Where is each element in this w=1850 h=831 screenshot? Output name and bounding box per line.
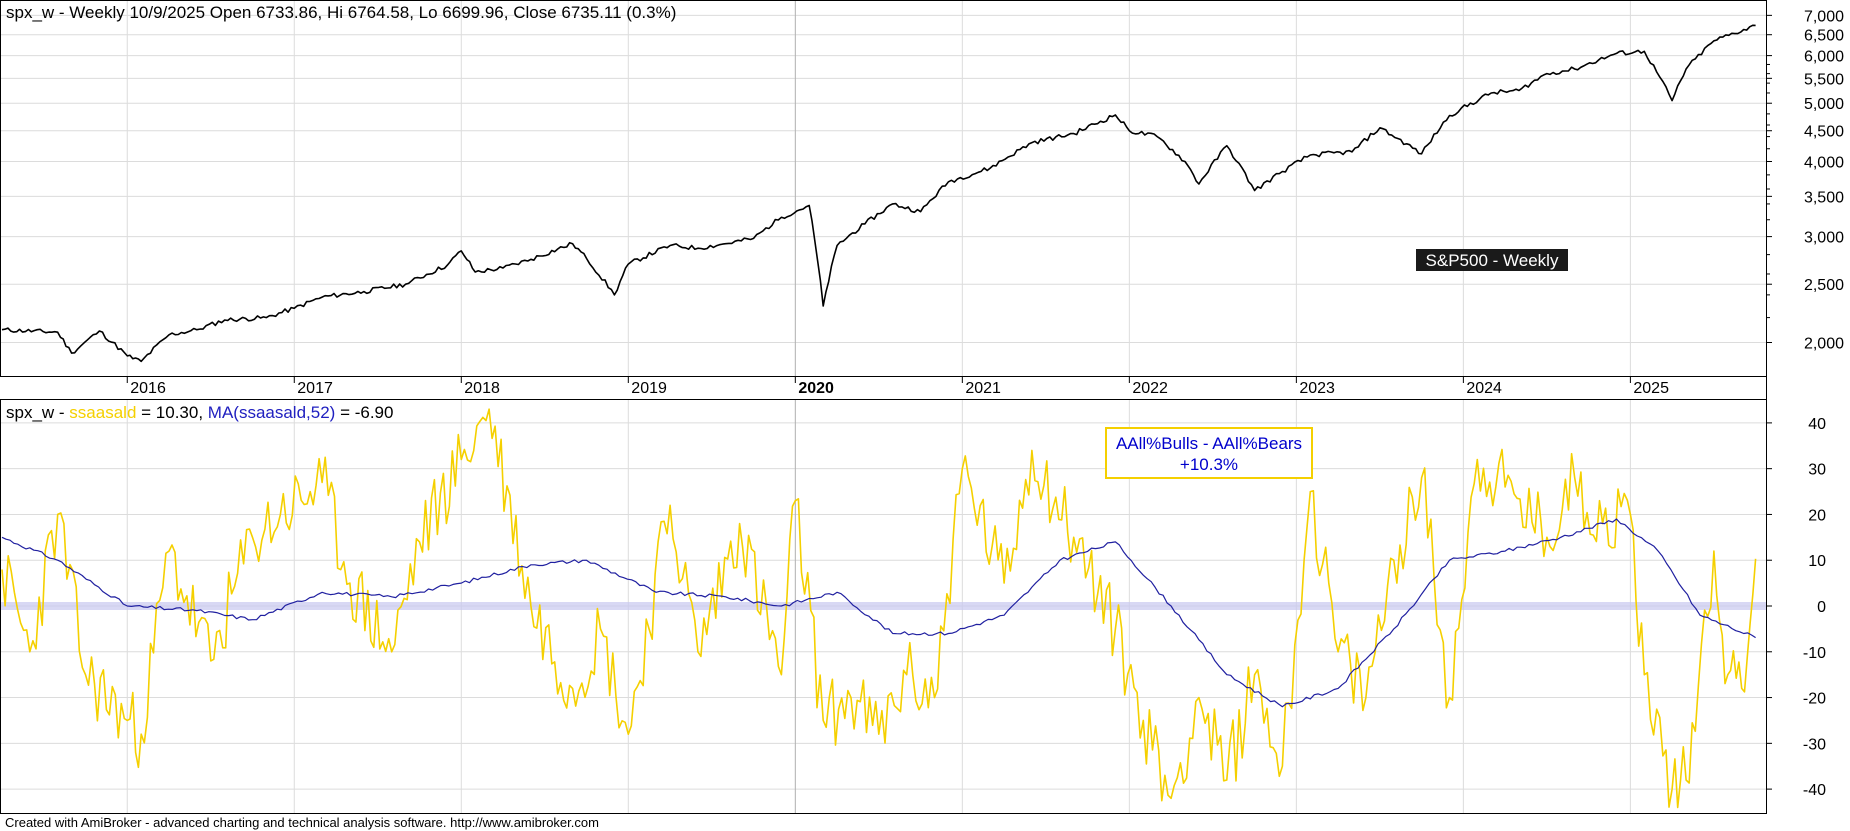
price-tick-label: 6,500 <box>1804 28 1844 45</box>
price-tick-label: 7,000 <box>1804 8 1844 25</box>
indicator-grid <box>1 422 1766 790</box>
price-tick-label: 3,500 <box>1804 189 1844 206</box>
price-series-group <box>1 24 1756 363</box>
price-tick-label: 5,000 <box>1804 96 1844 113</box>
indicator-tick-label: -10 <box>1803 645 1826 662</box>
annotation-line-1: AAll%Bulls - AAll%Bears <box>1116 434 1302 453</box>
year-label: 2025 <box>1633 380 1669 397</box>
price-tick-label: 3,000 <box>1804 230 1844 247</box>
series2-label: MA(ssaasald,52) <box>208 403 336 422</box>
price-tick-label: 6,000 <box>1804 49 1844 66</box>
annotation-box <box>1105 427 1313 479</box>
year-label: 2024 <box>1466 380 1502 397</box>
annotation-line-2: +10.3% <box>1180 455 1238 474</box>
series1-label: ssaasald <box>69 403 136 422</box>
price-pane-header: spx_w - Weekly 10/9/2025 Open 6733.86, H… <box>6 3 676 22</box>
badge-background <box>1416 249 1568 271</box>
year-label: 2016 <box>130 380 166 397</box>
year-label: 2023 <box>1299 380 1335 397</box>
year-label: 2020 <box>798 380 834 397</box>
indicator-y-axis: 40 30 20 10 0 -10 -20 -30 -40 <box>1766 416 1826 799</box>
price-tick-label: 4,000 <box>1804 154 1844 171</box>
moving-average-line <box>1 518 1756 708</box>
spread-line <box>1 408 1757 809</box>
zero-band <box>1 602 1766 610</box>
series1-value: = 10.30, <box>136 403 207 422</box>
indicator-tick-label: 10 <box>1808 553 1826 570</box>
year-label: 2022 <box>1132 380 1168 397</box>
indicator-tick-label: 20 <box>1808 507 1826 524</box>
price-tick-label: 4,500 <box>1804 124 1844 141</box>
indicator-tick-label: -20 <box>1803 691 1826 708</box>
price-pane-frame <box>0 0 1767 377</box>
year-label: 2017 <box>297 380 333 397</box>
price-tick-label: 2,500 <box>1804 277 1844 294</box>
price-y-axis: 7,000 6,500 6,000 5,500 5,000 4,500 4,000 3,500… <box>1766 8 1844 352</box>
year-label: 2018 <box>464 380 500 397</box>
price-line <box>1 24 1756 363</box>
year-label: 2021 <box>965 380 1001 397</box>
indicator-series-group <box>1 408 1757 809</box>
year-label: 2019 <box>631 380 667 397</box>
indicator-header-prefix: spx_w - <box>6 403 69 422</box>
indicator-pane-header: spx_w - ssaasald = 10.30, MA(ssaasald,52… <box>6 403 393 422</box>
indicator-tick-label: 40 <box>1808 416 1826 433</box>
footer-credit: Created with AmiBroker - advanced charti… <box>5 815 599 830</box>
indicator-tick-label: -40 <box>1803 782 1826 799</box>
series2-value: = -6.90 <box>335 403 393 422</box>
chart-badge: S&P500 - Weekly <box>1426 251 1559 270</box>
indicator-tick-label: 0 <box>1817 599 1826 616</box>
price-tick-label: 2,000 <box>1804 335 1844 352</box>
indicator-tick-label: 30 <box>1808 462 1826 479</box>
x-axis-year-labels: 2016 2017 2018 2019 2020 2021 2022 2023 2024 2025 <box>130 380 1669 397</box>
indicator-tick-label: -30 <box>1803 736 1826 753</box>
price-tick-label: 5,500 <box>1804 71 1844 88</box>
